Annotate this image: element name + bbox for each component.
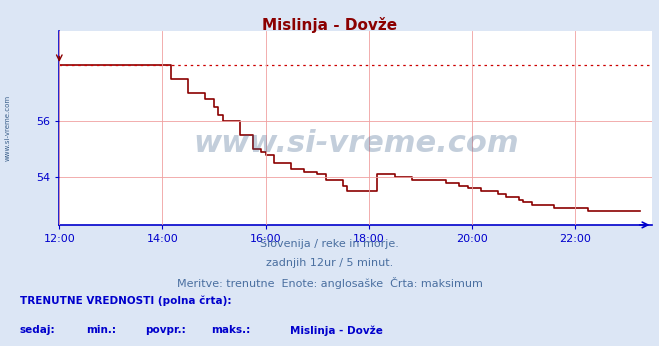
Text: TRENUTNE VREDNOSTI (polna črta):: TRENUTNE VREDNOSTI (polna črta): bbox=[20, 296, 231, 306]
Text: sedaj:: sedaj: bbox=[20, 325, 55, 335]
Text: www.si-vreme.com: www.si-vreme.com bbox=[5, 95, 11, 161]
Text: zadnjih 12ur / 5 minut.: zadnjih 12ur / 5 minut. bbox=[266, 258, 393, 268]
Text: min.:: min.: bbox=[86, 325, 116, 335]
Text: Mislinja - Dovže: Mislinja - Dovže bbox=[290, 325, 383, 336]
Text: Meritve: trenutne  Enote: anglosaške  Črta: maksimum: Meritve: trenutne Enote: anglosaške Črta… bbox=[177, 277, 482, 289]
Text: Mislinja - Dovže: Mislinja - Dovže bbox=[262, 17, 397, 33]
Text: Slovenija / reke in morje.: Slovenija / reke in morje. bbox=[260, 239, 399, 249]
Text: povpr.:: povpr.: bbox=[145, 325, 186, 335]
Text: www.si-vreme.com: www.si-vreme.com bbox=[193, 129, 519, 158]
Text: maks.:: maks.: bbox=[211, 325, 250, 335]
